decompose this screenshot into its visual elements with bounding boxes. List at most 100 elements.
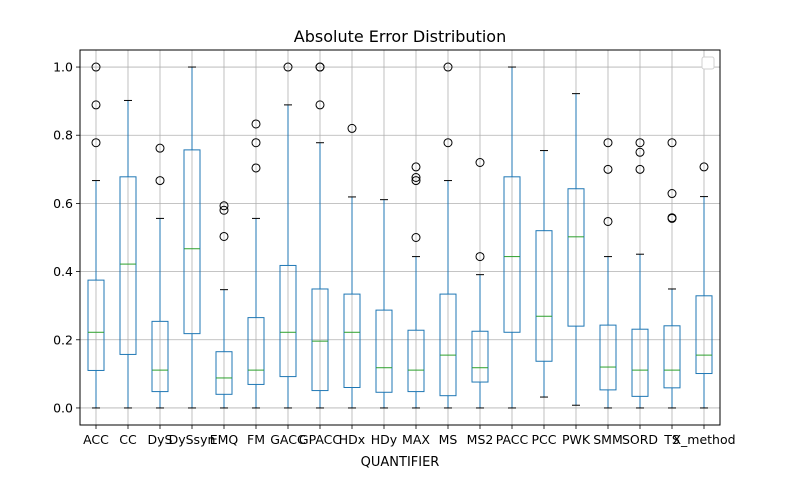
iqr-box — [599, 324, 617, 391]
iqr-box — [311, 288, 329, 392]
outlier-point — [315, 62, 325, 72]
box-CC — [119, 99, 137, 409]
x-tick-label: GPACC — [299, 432, 341, 447]
box-HDx — [343, 123, 361, 409]
iqr-box — [119, 176, 137, 355]
x-tick-label: MS — [439, 432, 458, 447]
x-tick-label: EMQ — [210, 432, 239, 447]
outlier-point — [251, 138, 261, 148]
outlier-point — [443, 62, 453, 72]
box-PCC — [535, 150, 553, 398]
x-tick-label: ACC — [83, 432, 109, 447]
box-TS — [663, 138, 681, 409]
outlier-point — [635, 147, 645, 157]
y-tick-label: 1.0 — [53, 60, 73, 75]
x-axis-label: QUANTIFIER — [361, 455, 440, 470]
box-EMQ — [215, 201, 233, 409]
x-tick-label: MAX — [402, 432, 430, 447]
box-SORD — [631, 138, 649, 409]
box-PACC — [503, 66, 521, 409]
x-tick-label: HDy — [371, 432, 398, 447]
x-tick-label: GACC — [270, 432, 306, 447]
x-tick-label: DySsyn — [169, 432, 216, 447]
outlier-point — [411, 173, 421, 182]
x-tick-label: PCC — [532, 432, 557, 447]
outlier-point — [91, 100, 101, 110]
grid-layer — [80, 50, 720, 425]
x-tick-label: SORD — [622, 432, 658, 447]
outlier-point — [219, 231, 229, 241]
outlier-point — [91, 62, 101, 72]
box-HDy — [375, 199, 393, 409]
outlier-point — [411, 176, 421, 186]
y-tick-label: 0.0 — [53, 400, 73, 415]
outlier-point — [219, 205, 229, 215]
outlier-point — [411, 162, 421, 172]
outlier-point — [155, 143, 165, 153]
iqr-box — [407, 329, 425, 393]
outlier-point — [411, 233, 421, 242]
x-tick-label: SMM — [593, 432, 623, 447]
outlier-point — [347, 123, 357, 133]
box-MS — [439, 62, 457, 409]
outlier-point — [283, 62, 293, 72]
box-GPACC — [311, 62, 329, 409]
box-MAX — [407, 162, 425, 409]
iqr-box — [503, 176, 521, 333]
box-PWK — [567, 93, 585, 406]
y-tick-label: 0.4 — [53, 264, 73, 279]
box-X_method — [695, 162, 713, 409]
iqr-box — [151, 320, 169, 393]
outlier-point — [91, 138, 101, 148]
outlier-point — [635, 138, 645, 148]
iqr-box — [567, 188, 585, 327]
iqr-box — [695, 295, 713, 375]
iqr-box — [183, 149, 201, 335]
outlier-point — [315, 100, 325, 110]
x-tick-label: DyS — [148, 432, 173, 447]
outlier-point — [667, 189, 677, 199]
iqr-box — [663, 325, 681, 389]
iqr-box — [87, 279, 105, 371]
empty-legend — [701, 56, 715, 70]
x-tick-label: X_method — [672, 432, 735, 447]
iqr-box — [375, 309, 393, 393]
iqr-box — [439, 293, 457, 397]
box-layer — [87, 62, 713, 409]
x-tick-label: MS2 — [467, 432, 494, 447]
iqr-box — [247, 317, 265, 385]
outlier-point — [251, 163, 261, 173]
outlier-point — [699, 162, 709, 172]
outlier-point — [635, 164, 645, 174]
y-tick-label: 0.8 — [53, 128, 73, 143]
x-tick-label: HDx — [339, 432, 365, 447]
x-tick-label: CC — [119, 432, 137, 447]
iqr-box — [279, 264, 297, 378]
outlier-point — [155, 176, 165, 186]
iqr-box — [631, 328, 649, 397]
plot-frame — [79, 49, 721, 426]
outlier-point — [603, 164, 613, 174]
iqr-box — [471, 330, 489, 383]
chart-title: Absolute Error Distribution — [294, 27, 506, 46]
box-MS2 — [471, 158, 489, 409]
iqr-box — [535, 230, 553, 362]
x-tick-label: PWK — [562, 432, 591, 447]
iqr-box — [343, 293, 361, 388]
outlier-point — [443, 138, 453, 148]
outlier-point — [667, 213, 677, 223]
box-ACC — [87, 62, 105, 409]
x-tick-label: TS — [663, 432, 680, 447]
outlier-point — [475, 252, 485, 262]
x-tick-label: FM — [247, 432, 265, 447]
box-DyS — [151, 143, 169, 409]
x-tick-label: PACC — [496, 432, 529, 447]
box-FM — [247, 119, 265, 409]
outlier-point — [475, 158, 485, 167]
outlier-point — [251, 119, 261, 129]
outlier-point — [219, 201, 229, 211]
box-GACC — [279, 62, 297, 409]
